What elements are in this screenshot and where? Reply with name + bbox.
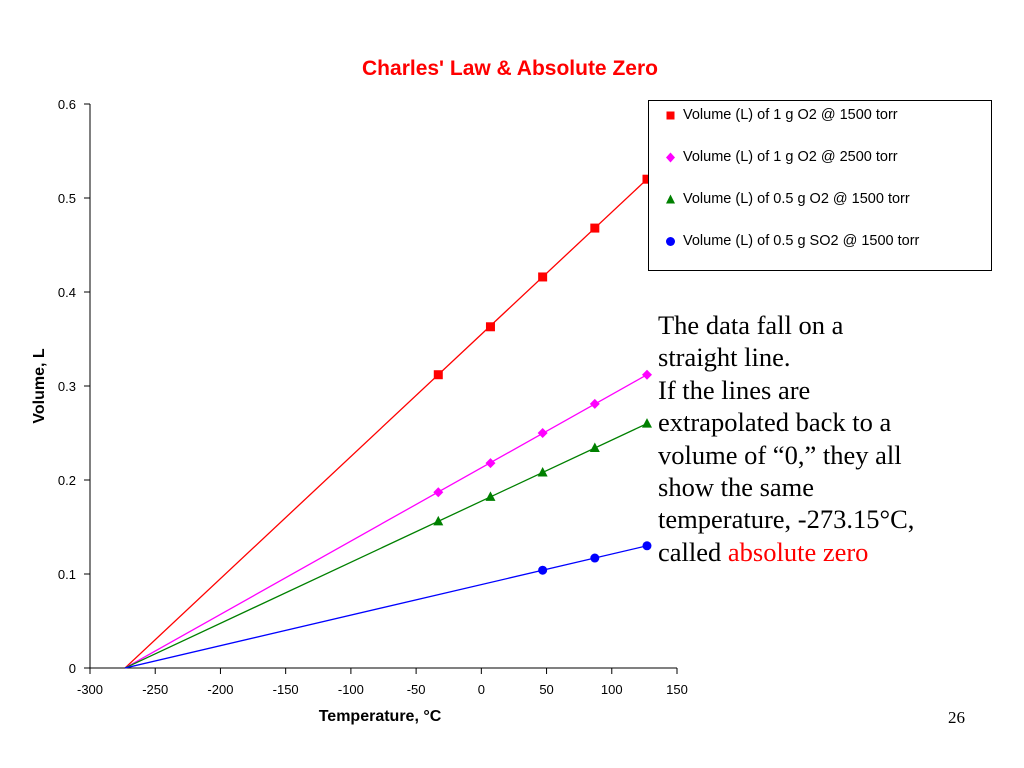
annotation-line: The data fall on a <box>658 310 844 340</box>
legend-item-series-3: Volume (L) of 0.5 g O2 @ 1500 torr <box>663 191 985 208</box>
legend-label: Volume (L) of 0.5 g SO2 @ 1500 torr <box>683 233 920 249</box>
series-4-point <box>590 553 600 563</box>
annotation-line: straight line. <box>658 342 791 373</box>
annotation-line: temperature, -273.15°C, <box>658 504 915 535</box>
x-tick-label: 50 <box>539 682 553 697</box>
series-2-point <box>433 487 444 498</box>
annotation-line: show the same <box>658 472 815 503</box>
series-1-point <box>642 174 652 184</box>
y-tick-label: 0.3 <box>58 379 76 394</box>
annotation-line: called absolute zero <box>658 536 1008 568</box>
series-3-point <box>641 418 652 428</box>
y-tick-label: 0.5 <box>58 191 76 206</box>
series-2-point <box>537 428 548 438</box>
legend-label: Volume (L) of 0.5 g O2 @ 1500 torr <box>683 191 910 207</box>
series-points <box>433 174 652 575</box>
x-tick-label: -150 <box>273 682 299 697</box>
annotation-prefix: called <box>658 536 728 567</box>
y-tick-label: 0.4 <box>58 285 76 300</box>
x-tick-label: -300 <box>77 682 103 697</box>
series-3-point <box>537 466 548 477</box>
annotation-line: extrapolated back to a <box>658 407 892 438</box>
series-1-line <box>124 178 648 669</box>
x-tick-label: 0 <box>478 682 485 697</box>
y-tick-label: 0.6 <box>58 97 76 112</box>
series-2-line <box>124 374 648 669</box>
series-1-point <box>485 322 495 332</box>
legend-marker-circle-icon <box>666 237 675 246</box>
chart-title: Charles' Law & Absolute Zero <box>362 57 658 80</box>
annotation-line: volume of “0,” they all <box>658 439 902 470</box>
y-tick-label: 0.2 <box>58 473 76 488</box>
x-tick-label: -50 <box>407 682 426 697</box>
y-axis-ticks: 0 0.1 0.2 0.3 0.4 0.5 0.6 <box>58 97 90 676</box>
legend-label: Volume (L) of 1 g O2 @ 2500 torr <box>683 149 898 165</box>
x-tick-label: -200 <box>207 682 233 697</box>
x-tick-label: 100 <box>601 682 623 697</box>
x-tick-label: 150 <box>666 682 688 697</box>
series-3-line <box>124 423 648 669</box>
x-tick-label: -100 <box>338 682 364 697</box>
series-lines <box>124 178 648 669</box>
series-4-point <box>642 541 652 551</box>
y-tick-label: 0 <box>69 661 76 676</box>
legend-marker-square-icon <box>666 111 675 120</box>
x-axis-label: Temperature, °C <box>319 708 442 725</box>
series-2-point <box>485 458 496 469</box>
series-4-point <box>538 565 548 575</box>
legend-label: Volume (L) of 1 g O2 @ 1500 torr <box>683 107 898 123</box>
annotation-text: The data fall on a straight line. If the… <box>658 309 1008 568</box>
legend-marker-triangle-icon <box>666 194 675 204</box>
x-axis-ticks: -300 -250 -200 -150 -100 -50 0 50 100 150 <box>77 668 688 697</box>
series-3-point <box>485 491 496 501</box>
annotation-line: If the lines are <box>658 374 811 405</box>
x-tick-label: -250 <box>142 682 168 697</box>
legend-item-series-4: Volume (L) of 0.5 g SO2 @ 1500 torr <box>663 233 985 250</box>
y-axis-label: Volume, L <box>31 348 48 423</box>
axes <box>89 104 677 669</box>
series-1-point <box>433 370 443 380</box>
series-3-point <box>433 515 444 526</box>
series-1-point <box>538 272 548 282</box>
slide-number: 26 <box>948 708 965 727</box>
series-4-line <box>124 545 648 669</box>
legend-item-series-1: Volume (L) of 1 g O2 @ 1500 torr <box>663 107 985 124</box>
series-1-point <box>590 223 600 233</box>
legend-marker-diamond-icon <box>666 152 675 163</box>
series-2-point <box>589 398 600 409</box>
absolute-zero-highlight: absolute zero <box>727 536 869 567</box>
chart-legend: Volume (L) of 1 g O2 @ 1500 torr Volume … <box>648 100 992 271</box>
y-tick-label: 0.1 <box>58 567 76 582</box>
series-2-point <box>641 369 652 380</box>
series-3-point <box>589 442 600 453</box>
legend-item-series-2: Volume (L) of 1 g O2 @ 2500 torr <box>663 149 985 166</box>
